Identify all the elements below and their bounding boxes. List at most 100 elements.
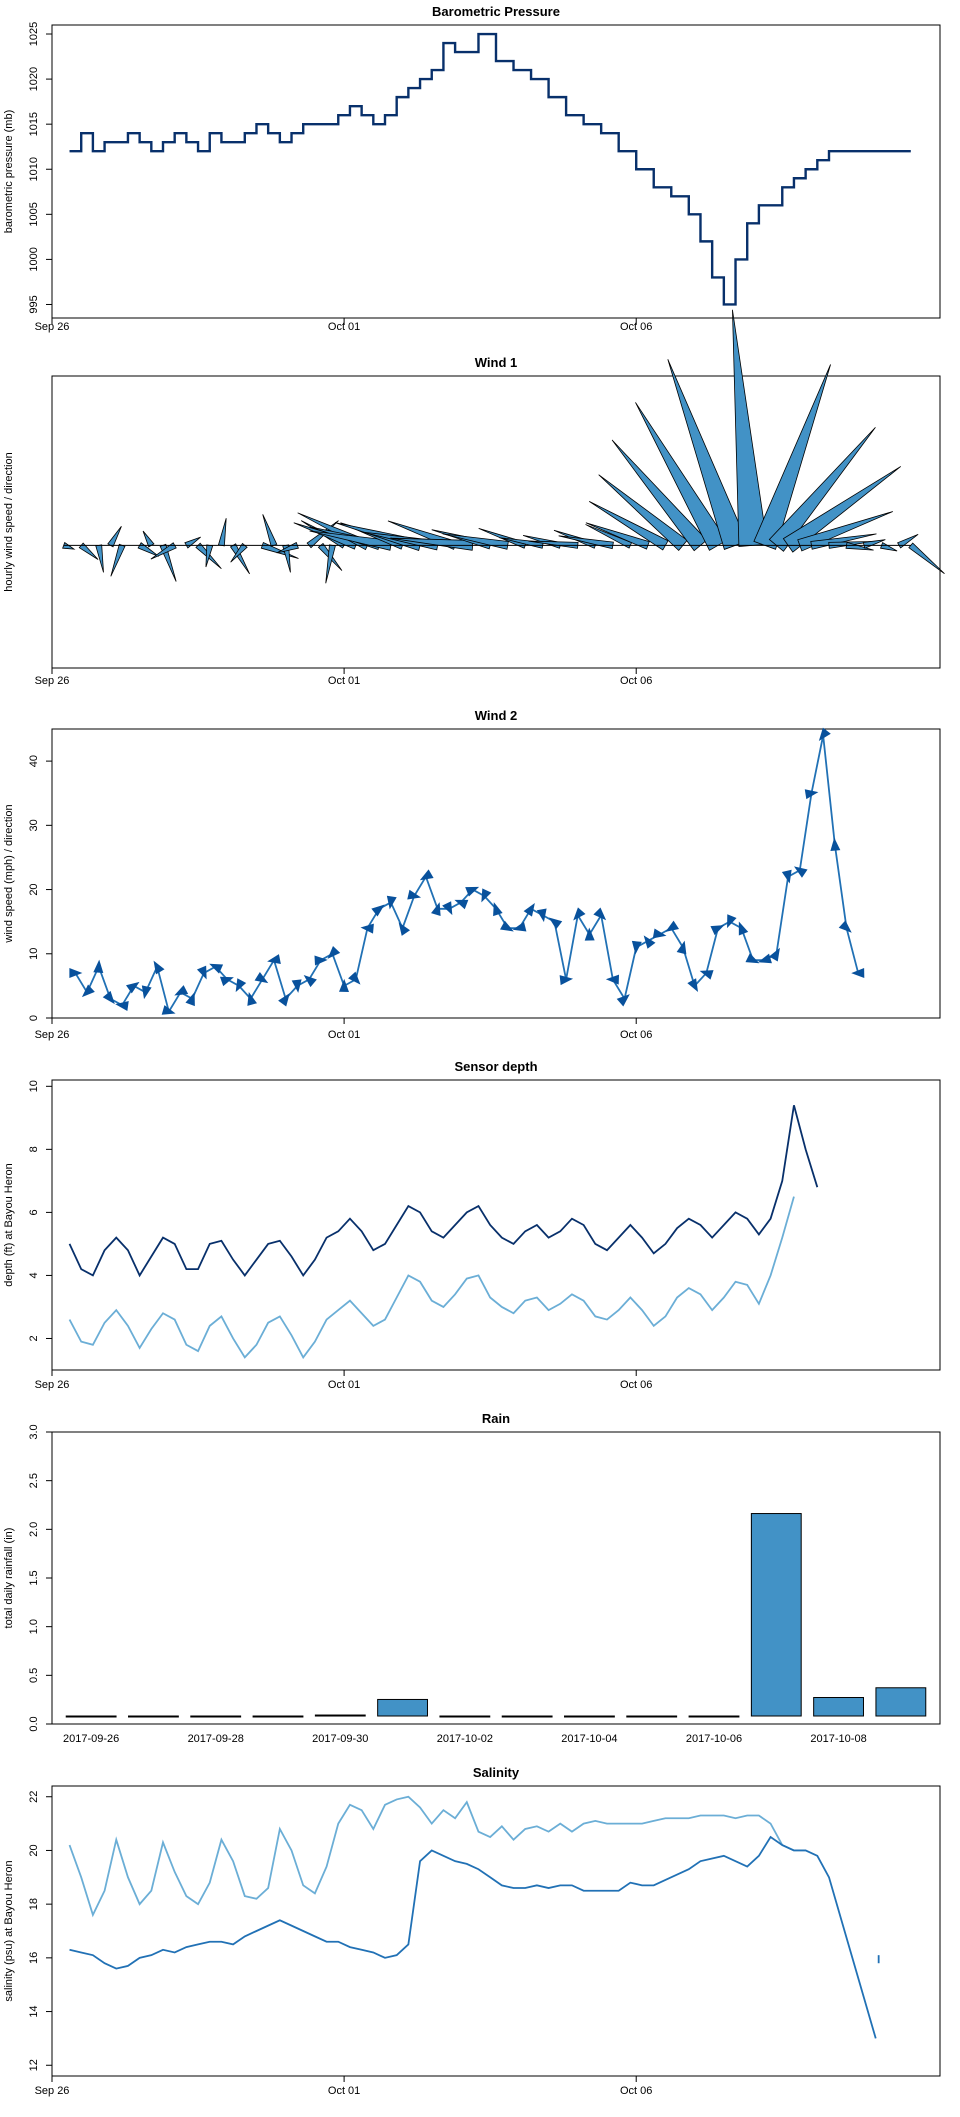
wind-arrow-marker	[196, 965, 207, 980]
wind-arrow-marker	[209, 963, 224, 974]
y-tick-label: 1020	[28, 67, 40, 91]
x-tick-label: Oct 06	[620, 1379, 652, 1391]
wind-arrow-marker	[818, 727, 831, 741]
x-tick-label: 2017-09-30	[312, 1733, 368, 1745]
wind-arrow-marker	[126, 981, 140, 994]
rain-bar	[439, 1715, 491, 1718]
series-line-1	[68, 1196, 795, 1360]
wind-arrow-marker	[616, 994, 630, 1007]
series-line-0	[69, 32, 911, 306]
y-tick-label: 14	[28, 2005, 40, 2017]
wind-vector	[142, 530, 155, 548]
wind-vector	[732, 309, 768, 548]
wind-arrow-marker	[465, 886, 480, 897]
x-tick-label: Oct 01	[328, 321, 360, 333]
y-tick-label: 0.5	[28, 1668, 40, 1683]
wind-arrow-marker	[631, 940, 642, 955]
wind-arrow-marker	[699, 970, 714, 980]
wind-vector	[217, 518, 227, 547]
wind-arrow-marker	[386, 895, 397, 910]
series-line-0	[74, 735, 860, 1014]
x-tick-label: Oct 06	[620, 321, 652, 333]
wind-arrow-marker	[174, 985, 189, 996]
x-tick-label: Sep 26	[35, 1379, 70, 1391]
y-tick-label: 1025	[28, 22, 40, 46]
series-line-0	[68, 1105, 795, 1278]
wind-arrow-marker	[235, 978, 247, 993]
y-tick-label: 1.0	[28, 1619, 40, 1634]
x-tick-label: Oct 01	[328, 675, 360, 687]
wind-arrow-marker	[247, 991, 258, 1006]
rain-bar	[750, 1513, 802, 1717]
rain-bar	[626, 1715, 678, 1718]
plot-frame	[51, 728, 941, 1019]
wind-vector	[205, 544, 214, 568]
wind-arrow-marker	[185, 992, 195, 1007]
series-line-0	[68, 1795, 795, 1918]
wind-arrow-marker	[523, 902, 535, 917]
y-tick-label: 0	[28, 1015, 40, 1021]
y-tick-label: 22	[28, 1791, 40, 1803]
wind-arrow-marker	[93, 959, 104, 973]
wind-arrow-marker	[348, 971, 361, 985]
plot-frame	[51, 24, 941, 319]
y-tick-label: 3.0	[28, 1424, 40, 1439]
wind-arrow-marker	[851, 967, 865, 978]
wind-arrow-marker	[153, 960, 165, 975]
wind-arrow-marker	[687, 978, 699, 993]
wind-arrow-marker	[442, 901, 453, 916]
x-tick-label: 2017-10-06	[686, 1733, 742, 1745]
y-tick-label: 10	[28, 948, 40, 960]
wind-arrow-marker	[339, 978, 349, 992]
wind-arrow-marker	[605, 974, 620, 985]
panel-rain: Rain total daily rainfall (in) 0.0 0.5 1.0 1.…	[3, 1411, 941, 1745]
y-axis-label: total daily rainfall (in)	[3, 1528, 15, 1629]
wind-arrow-marker	[559, 975, 574, 986]
wind-arrow-marker	[327, 945, 341, 959]
chart-title: Sensor depth	[454, 1059, 537, 1074]
y-tick-label: 995	[28, 295, 40, 313]
wind-arrow-marker	[665, 920, 680, 932]
wind-arrow-marker	[371, 904, 385, 917]
wind-arrow-marker	[593, 907, 607, 921]
wind-arrow-marker	[500, 920, 514, 932]
x-tick-label: Sep 26	[35, 2085, 70, 2097]
wind-arrow-marker	[493, 902, 503, 917]
x-tick-label: 2017-09-28	[188, 1733, 244, 1745]
x-tick-label: 2017-10-08	[810, 1733, 866, 1745]
wind-arrow-marker	[745, 953, 760, 964]
chart-title: Barometric Pressure	[432, 4, 560, 19]
wind-arrow-marker	[710, 925, 725, 936]
y-tick-label: 30	[28, 819, 40, 831]
wind-vector	[880, 541, 898, 552]
y-tick-label: 1010	[28, 157, 40, 181]
rain-bar	[813, 1697, 864, 1717]
rain-bar	[65, 1715, 117, 1718]
wind-arrow-marker	[536, 908, 547, 923]
wind-arrow-marker	[738, 921, 749, 936]
wind-vector	[110, 543, 126, 577]
y-tick-label: 20	[28, 883, 40, 895]
rain-bar	[875, 1687, 927, 1717]
x-tick-label: Oct 01	[328, 1029, 360, 1041]
wind-arrow-marker	[781, 869, 792, 884]
rain-bar	[128, 1715, 179, 1718]
x-tick-label: Oct 06	[620, 675, 652, 687]
wind-arrow-marker	[69, 968, 83, 979]
wind-arrow-marker	[454, 899, 469, 910]
y-tick-label: 1.5	[28, 1570, 40, 1585]
y-tick-label: 20	[28, 1844, 40, 1856]
y-tick-label: 10	[28, 1080, 40, 1092]
rain-bar	[377, 1698, 428, 1717]
chart-title: Rain	[482, 1411, 510, 1426]
wind-arrow-marker	[643, 935, 656, 949]
wind-arrow-marker	[161, 1005, 176, 1015]
wind-arrow-marker	[267, 954, 281, 964]
x-tick-label: Oct 01	[328, 2085, 360, 2097]
chart-title: Salinity	[473, 1765, 520, 1780]
wind-arrow-marker	[115, 1001, 129, 1011]
x-tick-label: 2017-10-02	[437, 1733, 493, 1745]
y-tick-label: 0.0	[28, 1716, 40, 1731]
